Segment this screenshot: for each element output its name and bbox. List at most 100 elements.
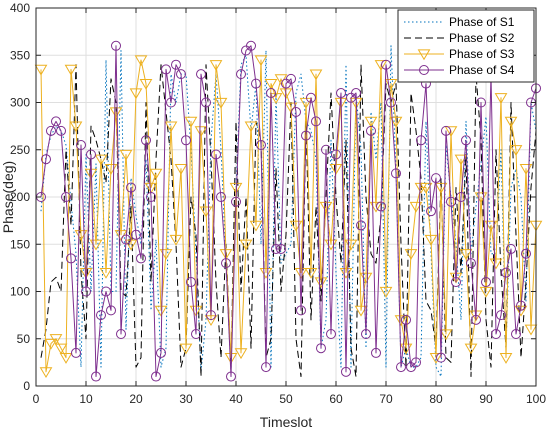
series-3-point xyxy=(39,367,53,379)
series-4-point xyxy=(166,97,176,108)
series-4-point xyxy=(311,116,321,127)
series-4-point xyxy=(206,310,216,321)
series-4-point xyxy=(451,277,461,288)
series-3-point xyxy=(509,145,523,156)
y-tick-label: 150 xyxy=(10,237,30,251)
series-4-point xyxy=(431,173,441,184)
series-4-point xyxy=(501,267,511,278)
series-3-point xyxy=(299,97,313,109)
series-3-point xyxy=(339,267,353,279)
x-tick-label: 0 xyxy=(33,392,40,406)
series-3-point xyxy=(239,239,253,251)
series-3-point xyxy=(219,249,233,260)
series-4-point xyxy=(111,40,121,51)
series-3-point xyxy=(459,249,473,260)
series-4-point xyxy=(391,168,401,179)
series-3-point xyxy=(144,182,158,194)
series-3-point xyxy=(164,121,178,133)
series-4-point xyxy=(366,125,376,136)
series-3-point xyxy=(314,277,328,289)
series-4-point xyxy=(146,192,156,202)
series-3-point xyxy=(499,353,513,364)
series-4-point xyxy=(436,352,446,363)
series-4-point xyxy=(506,243,516,254)
series-4-point xyxy=(426,206,436,217)
series-4-point xyxy=(286,73,296,84)
series-3-point xyxy=(489,258,503,270)
series-4-point xyxy=(121,234,131,245)
series-4-point xyxy=(396,362,406,373)
series-3-point xyxy=(34,64,48,76)
series-3-point xyxy=(504,116,518,128)
series-3-point xyxy=(264,78,278,90)
series-4-point xyxy=(176,69,186,80)
series-4-point xyxy=(91,371,101,382)
y-tick-label: 350 xyxy=(10,48,30,62)
series-4-point xyxy=(256,140,266,151)
x-tick-label: 20 xyxy=(129,392,143,406)
series-4-point xyxy=(461,135,471,146)
series-4-point xyxy=(151,371,161,382)
series-3-point xyxy=(254,55,268,67)
legend-marker xyxy=(419,65,429,75)
series-3-point xyxy=(79,267,93,279)
series-4-point xyxy=(356,220,366,231)
series-4-point xyxy=(441,125,451,136)
x-axis-title: Timeslot xyxy=(260,414,312,430)
series-4-point xyxy=(46,125,56,136)
series-3-point xyxy=(409,201,423,213)
series-4-point xyxy=(61,192,71,202)
series-4-point xyxy=(221,258,231,269)
series-3-point xyxy=(479,286,493,298)
series-4-point xyxy=(171,59,181,70)
series-4-point xyxy=(106,305,116,316)
series-4-point xyxy=(201,97,211,108)
legend-marker xyxy=(417,49,431,61)
series-4-point xyxy=(401,314,411,325)
series-4-point xyxy=(456,192,466,202)
x-tick-label: 30 xyxy=(179,392,193,406)
series-3-point xyxy=(244,121,258,133)
series-4-point xyxy=(331,149,341,160)
y-tick-label: 100 xyxy=(10,285,30,299)
series-3-point xyxy=(134,55,148,67)
x-tick-label: 90 xyxy=(479,392,493,406)
series-3-point xyxy=(229,182,243,194)
series-3-point xyxy=(389,116,403,128)
series-4-point xyxy=(291,106,301,117)
series-4-point xyxy=(496,310,506,321)
series-3-point xyxy=(259,267,273,279)
series-3-point xyxy=(269,93,283,104)
series-3-point xyxy=(94,154,108,166)
series-3-point xyxy=(184,116,198,128)
series-3-point xyxy=(209,60,223,71)
series-4-point xyxy=(446,196,456,207)
series-3-point xyxy=(179,343,193,355)
legend-label: Phase of S3 xyxy=(449,47,515,61)
series-4-point xyxy=(156,347,166,358)
series-4-point xyxy=(416,135,426,146)
series-4-point xyxy=(56,125,66,136)
series-4-point xyxy=(236,69,246,80)
series-4-point xyxy=(76,140,86,151)
series-4-point xyxy=(476,97,486,108)
series-3-point xyxy=(129,88,143,100)
legend-label: Phase of S1 xyxy=(449,15,515,29)
series-3-point xyxy=(429,353,443,364)
y-tick-label: 50 xyxy=(17,332,31,346)
series-3-point xyxy=(154,305,168,317)
series-3-point xyxy=(369,201,383,213)
series-4-point xyxy=(226,371,236,382)
series-4-point xyxy=(296,305,306,316)
x-tick-label: 10 xyxy=(79,392,93,406)
series-4-point xyxy=(371,347,381,358)
series-3-point xyxy=(169,234,183,246)
series-4-point xyxy=(66,253,76,264)
series-3-point xyxy=(159,249,173,260)
x-tick-label: 60 xyxy=(329,392,343,406)
series-4-point xyxy=(306,92,316,103)
series-4-point xyxy=(511,329,521,340)
x-tick-label: 100 xyxy=(526,392,546,406)
series-3-point xyxy=(439,329,453,341)
